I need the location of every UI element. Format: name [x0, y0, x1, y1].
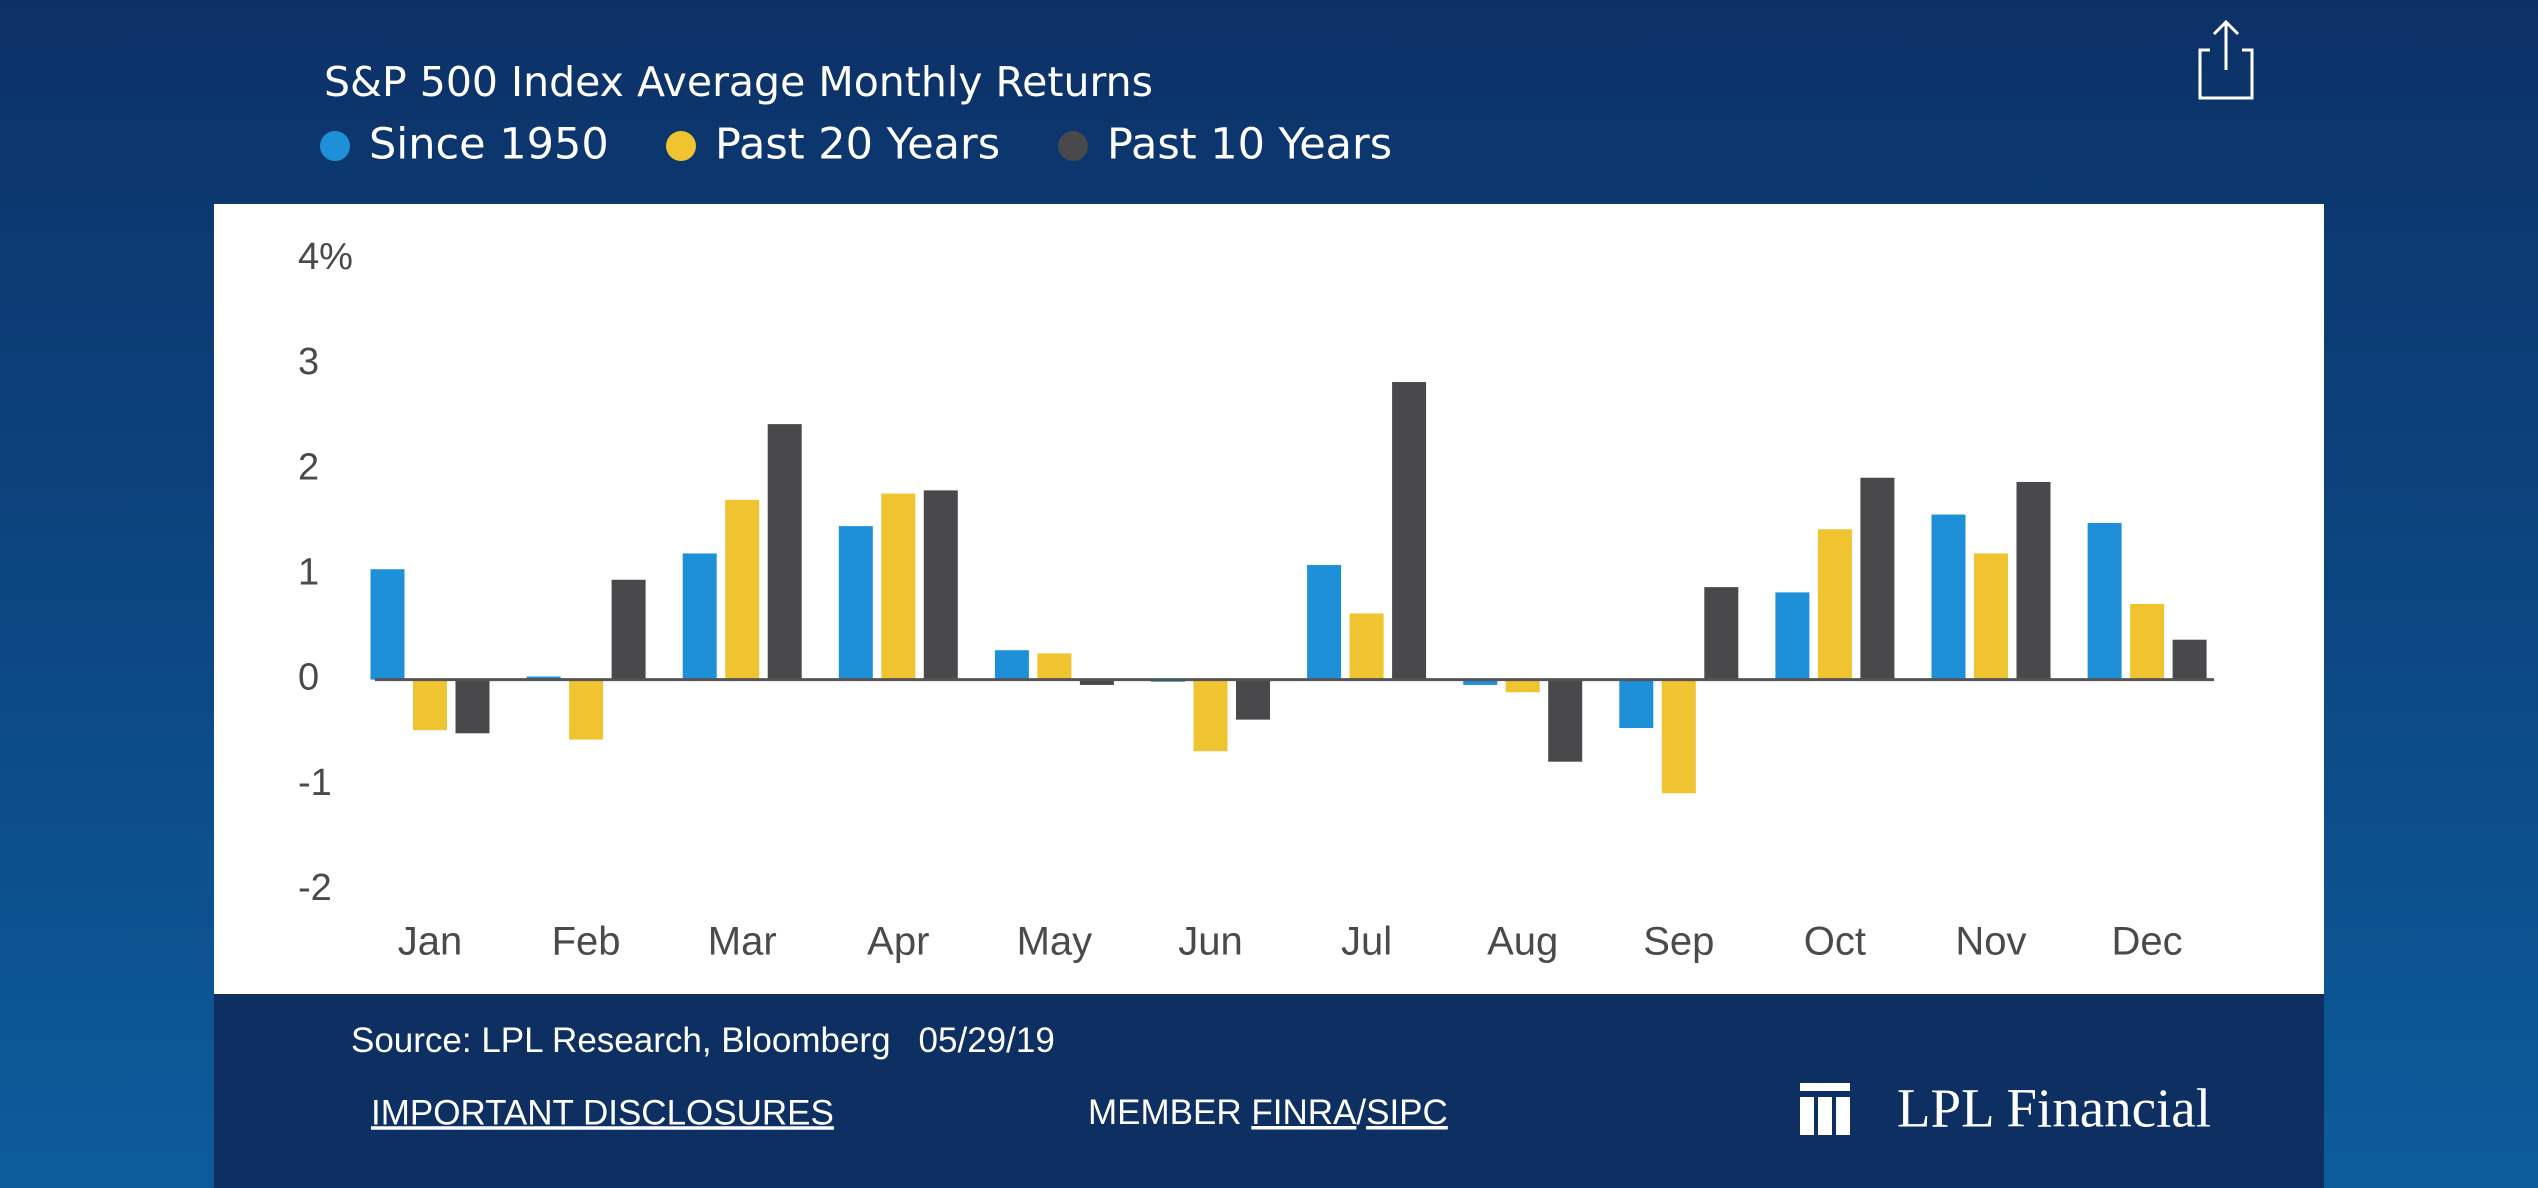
- bar: [1548, 679, 1583, 762]
- sipc-link[interactable]: SIPC: [1366, 1093, 1448, 1132]
- y-tick-label: -2: [298, 867, 332, 909]
- bar: [370, 569, 405, 680]
- bar: [881, 493, 916, 680]
- bar: [1236, 679, 1270, 720]
- bar: [994, 650, 1029, 680]
- footer-panel: [214, 994, 2324, 1188]
- bar: [1307, 565, 1342, 680]
- separator: /: [1356, 1093, 1366, 1132]
- bar: [2087, 522, 2122, 680]
- y-tick-label: 3: [298, 341, 319, 383]
- legend-label: Past 10 Years: [1107, 120, 1392, 170]
- bar: [1392, 382, 1427, 680]
- bar: [1619, 679, 1654, 729]
- y-tick-label: -1: [298, 762, 332, 804]
- share-icon[interactable]: [2198, 19, 2254, 100]
- legend-label: Past 20 Years: [715, 120, 1000, 170]
- bar: [767, 424, 802, 680]
- x-tick-label: Mar: [708, 920, 777, 964]
- x-tick-label: Feb: [552, 920, 621, 964]
- legend-marker: [1058, 131, 1088, 161]
- bar: [2172, 639, 2207, 680]
- x-tick-label: Oct: [1804, 920, 1866, 964]
- source-text: Source: LPL Research, Bloomberg: [351, 1021, 891, 1060]
- bar: [923, 490, 958, 680]
- bar: [1079, 679, 1114, 685]
- bar: [1193, 679, 1228, 752]
- bar: [2016, 481, 2051, 680]
- bar: [1860, 477, 1895, 680]
- date: 05/29/19: [919, 1021, 1055, 1060]
- bar: [526, 676, 561, 680]
- bar: [455, 679, 490, 734]
- x-tick-label: Dec: [2112, 920, 2183, 964]
- x-tick-label: Jul: [1341, 920, 1392, 964]
- y-tick-label: 4%: [298, 236, 353, 278]
- y-tick-label: 0: [298, 657, 319, 699]
- bar: [838, 526, 873, 680]
- disclosures-link[interactable]: IMPORTANT DISCLOSURES: [371, 1093, 834, 1132]
- bar: [1704, 587, 1739, 680]
- bar: [1349, 613, 1384, 680]
- bar: [1931, 514, 1966, 680]
- bar: [413, 679, 447, 731]
- bar: [1775, 592, 1810, 680]
- bar: [569, 679, 604, 740]
- x-tick-label: Jan: [398, 920, 463, 964]
- source: Source: LPL Research, Bloomberg 05/29/19: [351, 1021, 1055, 1060]
- logo-text: LPL Financial: [1897, 1078, 2211, 1139]
- bar: [1817, 529, 1852, 680]
- plot: -2 -1 0 1 2 3 4% Jan Feb Mar Apr May Jun Jul Aug Sep Oct…: [298, 236, 2214, 964]
- y-tick-label: 2: [298, 446, 319, 488]
- legend-marker: [320, 131, 350, 161]
- bar: [1463, 679, 1498, 685]
- x-tick-label: Aug: [1487, 920, 1558, 964]
- finra-link[interactable]: FINRA: [1251, 1093, 1357, 1132]
- x-tick-label: Jun: [1178, 920, 1243, 964]
- bar: [611, 579, 646, 680]
- bar: [1974, 553, 2008, 680]
- legend-marker: [666, 131, 696, 161]
- bar: [1037, 653, 1072, 680]
- bar: [1661, 679, 1696, 794]
- bar: [1505, 679, 1540, 693]
- member-text: MEMBER FINRA/SIPC: [1088, 1093, 1448, 1132]
- chart-panel: [214, 204, 2324, 994]
- member: MEMBER: [1088, 1093, 1242, 1132]
- bar: [725, 499, 760, 680]
- legend: Since 1950 Past 20 Years Past 10 Years: [320, 120, 1392, 170]
- x-tick-label: Nov: [1955, 920, 2026, 964]
- x-tick-label: May: [1017, 920, 1093, 964]
- legend-label: Since 1950: [369, 120, 609, 170]
- x-tick-label: Sep: [1643, 920, 1714, 964]
- bar: [682, 553, 717, 680]
- y-tick-label: 1: [298, 552, 319, 594]
- chart-title: S&P 500 Index Average Monthly Returns: [324, 58, 1153, 106]
- logo-icon: [1800, 1083, 1850, 1135]
- x-tick-label: Apr: [867, 920, 929, 964]
- bar: [2130, 603, 2165, 680]
